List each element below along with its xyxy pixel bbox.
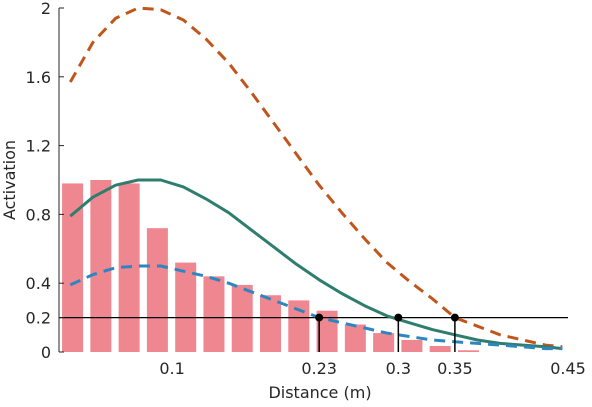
marker-point-0 bbox=[315, 313, 324, 322]
bar-8 bbox=[288, 300, 310, 352]
y-tick-label-5: 1.6 bbox=[26, 68, 51, 87]
bar-6 bbox=[231, 284, 253, 352]
x-tick-label-4: 0.45 bbox=[550, 359, 586, 378]
x-tick-label-2: 0.3 bbox=[386, 359, 411, 378]
series-line-1 bbox=[69, 178, 563, 351]
bar-4 bbox=[175, 262, 197, 352]
series-line-0 bbox=[68, 6, 563, 349]
bar-14 bbox=[457, 350, 479, 352]
y-tick-label-2: 0.4 bbox=[26, 274, 51, 293]
marker-point-2 bbox=[450, 313, 459, 322]
bar-13 bbox=[429, 345, 451, 352]
bar-10 bbox=[344, 324, 366, 352]
series-layer bbox=[68, 6, 563, 351]
bar-5 bbox=[203, 276, 225, 352]
bars-layer bbox=[62, 180, 479, 352]
y-axis-label: Activation bbox=[0, 140, 19, 220]
bar-3 bbox=[146, 228, 168, 352]
x-tick-label-0: 0.1 bbox=[159, 359, 184, 378]
y-tick-label-4: 1.2 bbox=[26, 137, 51, 156]
bar-12 bbox=[401, 339, 423, 352]
y-tick-label-3: 0.8 bbox=[26, 205, 51, 224]
x-tick-label-3: 0.35 bbox=[437, 359, 473, 378]
y-tick-label-0: 0 bbox=[41, 343, 51, 362]
bar-7 bbox=[260, 295, 282, 352]
marker-point-1 bbox=[394, 313, 403, 322]
markers-layer bbox=[315, 313, 459, 352]
bar-0 bbox=[62, 183, 84, 352]
y-ticks: 0 0.2 0.4 0.8 1.2 1.6 2 bbox=[26, 0, 64, 362]
x-tick-label-1: 0.23 bbox=[301, 359, 337, 378]
bar-1 bbox=[90, 180, 112, 352]
bar-11 bbox=[373, 333, 395, 352]
x-axis-label: Distance (m) bbox=[268, 383, 371, 402]
x-ticks: 0.1 0.23 0.3 0.35 0.45 bbox=[159, 359, 585, 378]
y-tick-label-1: 0.2 bbox=[26, 309, 51, 328]
y-tick-label-6: 2 bbox=[41, 0, 51, 18]
